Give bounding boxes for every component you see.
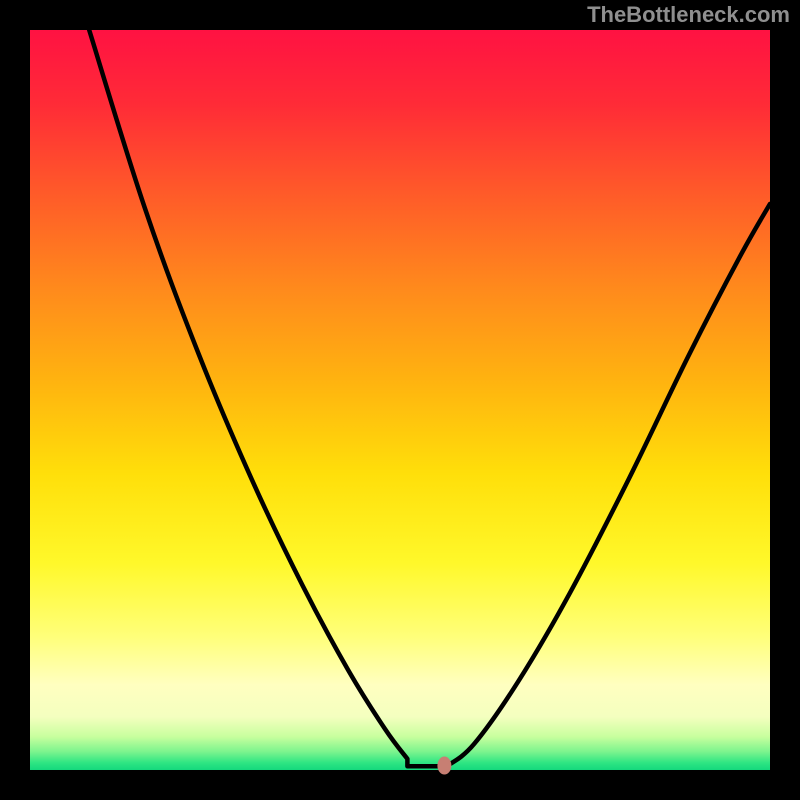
bottleneck-chart [0,0,800,800]
plot-area [30,30,770,770]
watermark-text: TheBottleneck.com [587,2,790,28]
optimal-point-marker [437,757,451,775]
